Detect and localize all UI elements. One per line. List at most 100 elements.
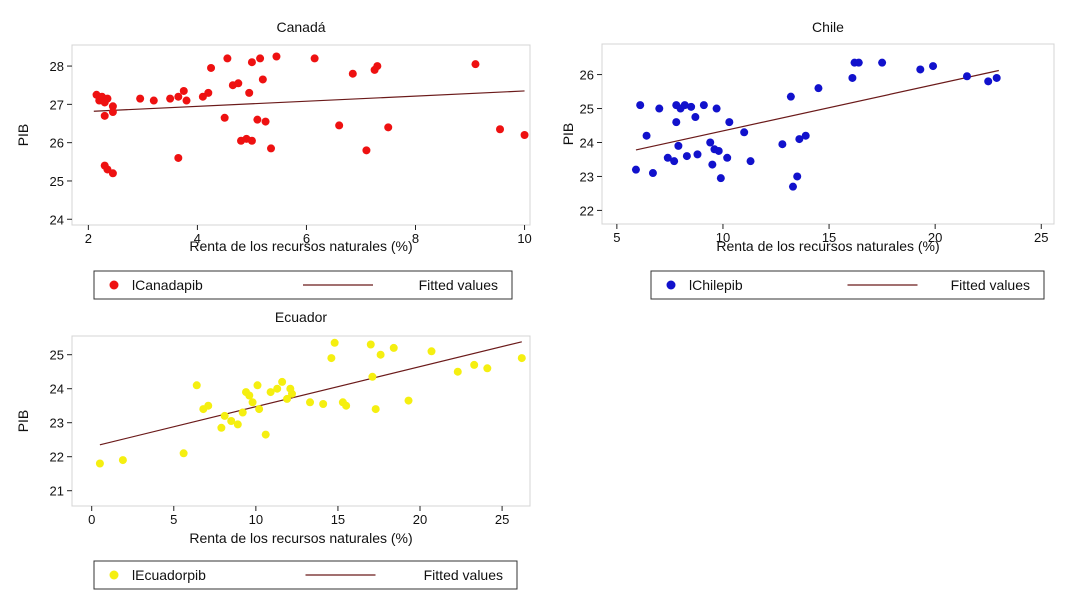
data-point bbox=[108, 102, 117, 111]
data-point bbox=[687, 102, 696, 111]
y-tick-label: 27 bbox=[50, 97, 64, 112]
y-axis: 22 23 24 25 26 bbox=[580, 68, 602, 218]
data-point bbox=[384, 123, 393, 132]
y-tick-label: 25 bbox=[580, 102, 594, 117]
data-point bbox=[373, 62, 382, 71]
data-point bbox=[223, 54, 232, 63]
data-point bbox=[725, 118, 734, 127]
data-point bbox=[517, 354, 526, 363]
data-point bbox=[227, 417, 236, 425]
y-axis-label: PIB bbox=[15, 124, 31, 147]
data-point bbox=[795, 135, 804, 144]
x-tick-label: 20 bbox=[413, 512, 427, 527]
data-point bbox=[261, 117, 270, 126]
data-point bbox=[648, 169, 657, 178]
y-tick-label: 26 bbox=[580, 68, 594, 83]
data-point bbox=[992, 73, 1001, 82]
data-point bbox=[247, 136, 256, 145]
legend-label: lChilepib bbox=[689, 277, 743, 293]
data-point bbox=[233, 420, 242, 429]
data-point bbox=[179, 86, 188, 95]
data-point bbox=[636, 101, 645, 110]
data-point bbox=[699, 101, 708, 110]
data-point bbox=[217, 423, 226, 432]
y-tick-label: 23 bbox=[580, 169, 594, 184]
data-point bbox=[330, 338, 339, 347]
data-point bbox=[708, 160, 717, 169]
y-tick-label: 24 bbox=[580, 135, 594, 150]
y-tick-label: 22 bbox=[580, 203, 594, 218]
data-point bbox=[327, 354, 336, 363]
data-point bbox=[245, 88, 254, 97]
x-tick-label: 20 bbox=[928, 230, 942, 245]
x-tick-label: 15 bbox=[331, 512, 345, 527]
y-tick-label: 21 bbox=[50, 484, 64, 499]
data-point bbox=[672, 118, 681, 127]
x-tick-label: 5 bbox=[170, 512, 177, 527]
data-point bbox=[267, 144, 276, 153]
legend-label: Fitted values bbox=[951, 277, 1030, 293]
y-tick-label: 24 bbox=[50, 382, 64, 397]
data-point bbox=[682, 152, 691, 161]
data-point bbox=[283, 394, 292, 403]
data-point bbox=[220, 411, 229, 420]
y-tick-label: 24 bbox=[50, 212, 64, 227]
x-tick-label: 8 bbox=[412, 231, 419, 246]
legend: lCanadapib Fitted values bbox=[93, 270, 513, 300]
x-axis: 2 4 6 8 10 bbox=[85, 225, 532, 246]
y-tick-label: 23 bbox=[50, 416, 64, 431]
x-axis: 0 5 10 15 20 25 bbox=[88, 506, 509, 527]
data-point bbox=[786, 92, 795, 101]
data-point bbox=[470, 360, 479, 369]
data-point bbox=[670, 157, 679, 166]
data-point bbox=[272, 52, 281, 61]
data-point bbox=[192, 381, 201, 390]
data-point bbox=[691, 113, 700, 122]
data-points bbox=[631, 58, 1001, 191]
data-point bbox=[680, 101, 689, 110]
data-point bbox=[362, 146, 371, 155]
data-points bbox=[95, 338, 526, 468]
x-tick-label: 10 bbox=[716, 230, 730, 245]
data-point bbox=[848, 73, 857, 82]
data-point bbox=[376, 350, 385, 359]
legend-label: Fitted values bbox=[424, 567, 503, 583]
data-point bbox=[655, 104, 664, 113]
data-point bbox=[427, 347, 436, 356]
data-point bbox=[404, 396, 413, 405]
y-tick-label: 26 bbox=[50, 136, 64, 151]
data-point bbox=[166, 94, 175, 103]
data-point bbox=[496, 125, 505, 134]
data-point bbox=[256, 54, 265, 63]
data-point bbox=[247, 58, 256, 67]
x-tick-label: 5 bbox=[613, 230, 620, 245]
data-point bbox=[220, 113, 229, 122]
y-axis-label: PIB bbox=[560, 123, 576, 146]
data-point bbox=[801, 131, 810, 140]
chart-title: Ecuador bbox=[275, 309, 327, 325]
data-point bbox=[207, 63, 216, 72]
data-point bbox=[253, 115, 262, 124]
data-point bbox=[471, 60, 480, 69]
data-point bbox=[118, 456, 127, 465]
legend: lEcuadorpib Fitted values bbox=[93, 560, 518, 590]
x-axis-label: Renta de los recursos naturales (%) bbox=[716, 238, 939, 254]
plot-area bbox=[71, 335, 531, 507]
x-tick-label: 2 bbox=[85, 231, 92, 246]
data-point bbox=[266, 388, 275, 397]
data-point bbox=[174, 92, 183, 101]
legend-marker bbox=[109, 570, 119, 580]
x-tick-label: 4 bbox=[194, 231, 201, 246]
x-tick-label: 15 bbox=[822, 230, 836, 245]
data-point bbox=[258, 75, 267, 84]
y-axis: 24 25 26 27 28 bbox=[50, 59, 72, 227]
legend-marker bbox=[666, 280, 676, 290]
data-point bbox=[706, 138, 715, 147]
data-point bbox=[103, 94, 112, 103]
x-axis-label: Renta de los recursos naturales (%) bbox=[189, 238, 412, 254]
data-point bbox=[248, 398, 257, 407]
y-axis-label: PIB bbox=[15, 410, 31, 433]
legend-marker bbox=[109, 280, 119, 290]
